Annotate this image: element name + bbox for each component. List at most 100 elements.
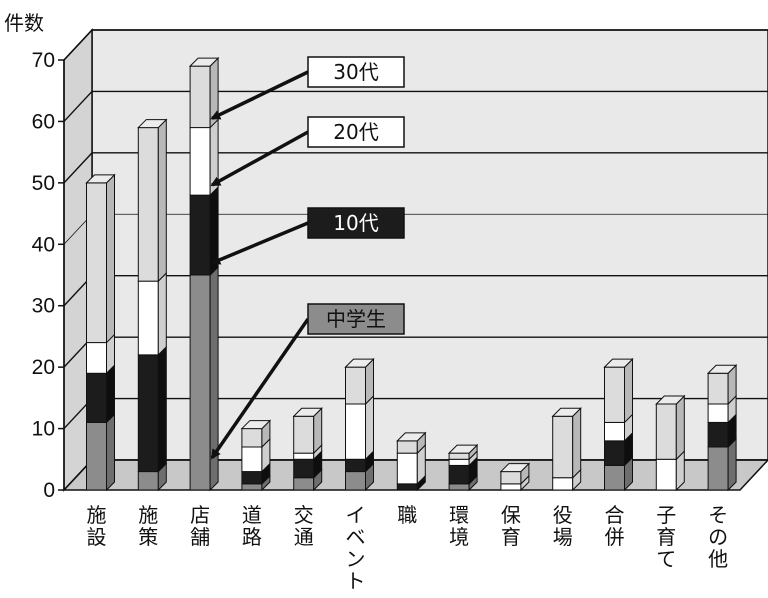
bar-segment <box>345 403 366 460</box>
bar-segment <box>137 471 159 491</box>
bar-segment <box>448 483 470 491</box>
category-label: 役場 <box>553 503 573 549</box>
bar-segment <box>655 458 677 491</box>
bar-top <box>706 364 738 374</box>
bar-segment-side <box>106 173 115 344</box>
bar-segment <box>137 354 159 473</box>
bar-stack <box>344 357 375 492</box>
gridline <box>63 152 768 184</box>
bar-segment-side <box>365 394 374 461</box>
bar-segment <box>293 415 315 454</box>
category-label: その他 <box>708 503 728 571</box>
y-tick-label: 70 <box>32 49 55 72</box>
gridline <box>63 90 768 122</box>
y-tick-label: 50 <box>32 172 55 195</box>
category-label: 店舗 <box>190 503 210 549</box>
bar-segment-side <box>675 394 685 461</box>
bar-segment <box>396 452 418 485</box>
bar-segment <box>86 342 107 374</box>
bar-segment <box>345 458 366 473</box>
y-tick-label: 30 <box>32 295 55 318</box>
legend-entry: 30代 <box>210 56 405 120</box>
legend-label: 10代 <box>333 211 378 235</box>
bar-stack <box>603 357 634 492</box>
legend-box <box>307 116 405 148</box>
bar-segment <box>137 127 159 282</box>
bar-segment <box>448 464 470 485</box>
bar-segment-side <box>624 357 633 424</box>
bar-segment <box>293 452 315 460</box>
bar-segment-side <box>157 271 167 357</box>
y-tick-label: 10 <box>32 418 55 441</box>
bar-top <box>551 407 582 417</box>
bar-segment <box>604 421 625 442</box>
bar-segment <box>293 458 315 479</box>
bar-segment <box>86 421 107 491</box>
bar-segment <box>396 483 418 491</box>
bar-top <box>344 358 375 368</box>
bar-segment-side <box>572 407 582 479</box>
bar-stack <box>292 407 323 492</box>
bar-segment <box>293 477 315 491</box>
legend-entry: 中学生 <box>210 303 405 460</box>
category-label: 保育 <box>501 503 521 549</box>
bar-stack <box>137 118 168 492</box>
bar-stack <box>655 394 686 492</box>
bar-segment <box>500 471 522 485</box>
legend-entry: 20代 <box>210 116 405 187</box>
legend-label: 20代 <box>333 120 378 144</box>
bar-segment <box>707 421 729 448</box>
bar-segment <box>552 415 574 479</box>
bar-segment <box>448 452 470 460</box>
bar-stack <box>551 407 582 492</box>
bar-segment <box>500 483 522 491</box>
bar-segment <box>189 274 211 491</box>
gridline <box>63 29 768 61</box>
bar-stack <box>447 443 479 492</box>
bar-segment <box>345 471 366 491</box>
category-label: 環境 <box>449 503 469 549</box>
bar-top <box>85 174 116 184</box>
bar-segment-side <box>157 118 167 283</box>
bar-segment <box>552 477 574 491</box>
bar-segment <box>448 458 470 466</box>
bar-top <box>396 432 427 442</box>
legend-label: 30代 <box>333 60 378 84</box>
bar-segment <box>604 440 625 466</box>
bar-top <box>137 119 168 129</box>
bar-stack <box>85 173 116 492</box>
bar-segment <box>86 182 107 344</box>
bar-segment <box>241 428 263 448</box>
legend-arrow <box>210 221 309 265</box>
bar-segment <box>396 440 418 454</box>
bar-top <box>655 395 686 405</box>
bar-top <box>603 358 634 368</box>
legend-arrow <box>210 130 309 187</box>
y-tick-label: 40 <box>32 233 55 256</box>
bar-segment <box>707 403 729 423</box>
bar-stack <box>499 462 531 492</box>
bar-segment <box>241 446 263 473</box>
bar-segment-side <box>157 345 167 473</box>
bar-top <box>447 444 479 454</box>
bar-segment <box>241 483 263 491</box>
bar-segment <box>189 194 211 276</box>
bar-segment <box>604 464 625 491</box>
bar-stack <box>188 56 220 492</box>
bar-segment <box>86 372 107 423</box>
category-label: 合併 <box>605 503 625 549</box>
y-tick-label: 0 <box>43 479 55 502</box>
bar-top <box>499 463 531 473</box>
category-label: 施策 <box>138 503 158 549</box>
category-label: 道路 <box>242 503 262 549</box>
bar-stack <box>396 431 427 492</box>
legend-arrow <box>210 70 309 120</box>
bar-stack <box>240 419 272 492</box>
legend-box <box>307 303 405 335</box>
bar-segment <box>707 372 729 405</box>
bar-segment <box>655 403 677 460</box>
bar-segment-side <box>106 413 115 492</box>
bar-segment <box>189 127 211 196</box>
legend-box <box>307 207 405 239</box>
